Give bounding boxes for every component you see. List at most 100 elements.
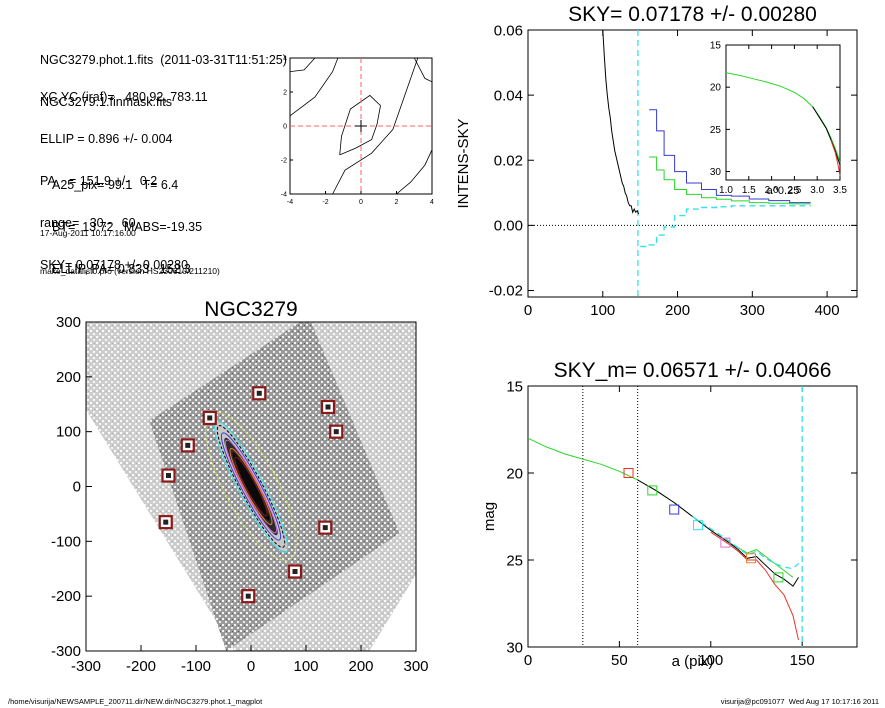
x-tick-label: 100 — [698, 652, 723, 669]
y-tick-label: 0.00 — [494, 218, 523, 235]
y-tick-label: 100 — [56, 424, 81, 441]
header-line-mask: NGC3279.1.finmask.fits — [40, 95, 172, 109]
contour-line — [339, 94, 381, 156]
x-tick-label: 150 — [790, 652, 815, 669]
mag-series-green — [528, 437, 794, 578]
param-pa: PA = 151.9 +/- 0.2 — [40, 174, 158, 188]
sky-box-center — [185, 442, 191, 448]
x-tick-label: -100 — [181, 658, 211, 675]
sky-box-center — [245, 593, 251, 599]
x-tick-label: 0 — [524, 302, 532, 319]
mag-series-red — [710, 531, 799, 641]
x-tick-label: 200 — [348, 658, 373, 675]
param-xcyc: XC,YC (iraf)= 480.92, 783.11 — [40, 90, 208, 104]
chart-title: SKY_m= 0.06571 +/- 0.04066 — [554, 359, 832, 382]
y-axis-label: INTENS-SKY — [455, 118, 472, 208]
sky-series-cyan — [640, 205, 811, 248]
sky-series-black — [602, 30, 640, 215]
x-axis-label: a^0.25 — [767, 185, 800, 197]
mag-marker — [745, 553, 756, 564]
x-tick-label: 3.5 — [833, 185, 847, 196]
sky-box-center — [207, 415, 213, 421]
header-derived: A25_pix= 99.1 T= 6.4 BT= 13.72 MABS=-19.… — [52, 150, 202, 290]
x-tick-label: 200 — [665, 302, 690, 319]
meta-program: make_datalist0.pro (version HS230610/211… — [40, 266, 220, 276]
y-tick-label: 20 — [710, 83, 722, 94]
y-tick-label: 30 — [710, 167, 722, 178]
y-tick-label: 2 — [283, 90, 287, 97]
mag-marker — [692, 520, 703, 531]
y-tick-label: -4 — [281, 192, 287, 199]
header-line-fits: NGC3279.phot.1.fits (2011-03-31T11:51:25… — [40, 53, 287, 67]
y-tick-label: 20 — [506, 465, 523, 482]
x-tick-label: 2.5 — [787, 185, 801, 196]
mag-series-cyan — [692, 515, 799, 570]
contour-panel: -4 -2 0 2 4 -4 -2 0 2 4 — [281, 56, 434, 207]
isophote-ellipse-magenta — [225, 439, 277, 534]
sky-inset-panel: 1.0 1.5 2.0 2.5 3.0 3.5 15 20 25 30 a^0.25 — [710, 41, 848, 198]
x-tick-label: 0 — [524, 652, 532, 669]
contour-line — [289, 57, 316, 72]
sky-box-center — [163, 519, 169, 525]
empty-corner — [86, 409, 235, 651]
x-tick-label: 400 — [815, 302, 840, 319]
mag-marker — [669, 504, 680, 515]
x-tick-label: 0 — [359, 199, 363, 206]
y-tick-label: -0.02 — [489, 283, 523, 300]
isophote-ellipse-blue — [220, 432, 282, 541]
mag-series-group — [528, 386, 803, 647]
y-tick-label: -200 — [51, 588, 81, 605]
x-tick-label: -300 — [71, 658, 101, 675]
y-tick-label: 0.04 — [494, 87, 523, 104]
y-tick-label: -300 — [51, 643, 81, 660]
mag-marker — [720, 537, 731, 548]
derived-ellip-pa: ELLIP, PA= 0.833 152.3 — [52, 262, 191, 276]
sky-box-center — [292, 568, 298, 574]
contour-line — [289, 57, 339, 117]
param-ellip: ELLIP = 0.896 +/- 0.004 — [40, 132, 173, 146]
inset-background — [726, 45, 840, 180]
x-tick-label: 3.0 — [810, 185, 824, 196]
inset-series-black — [812, 106, 841, 165]
galaxy-image-panel: -300 -200 -100 0 100 200 300 -300 -200 -100 0 100 20… — [51, 298, 429, 675]
y-axis-label: mag — [481, 502, 498, 531]
x-tick-label: 300 — [403, 658, 428, 675]
x-tick-label: -4 — [287, 199, 293, 206]
footer-user-date: visurija@pc091077 Wed Aug 17 10:17:16 20… — [720, 697, 879, 706]
x-tick-label: 2.0 — [765, 185, 779, 196]
header-meta: 17-Aug-2011 10:17:16.00 make_datalist0.p… — [40, 206, 220, 288]
isophote-ellipse-maroon — [234, 456, 268, 517]
y-tick-label: -100 — [51, 533, 81, 550]
empty-corner — [369, 376, 416, 651]
y-tick-label: 0.02 — [494, 152, 523, 169]
galaxy-core — [232, 452, 270, 521]
y-tick-label: 0 — [73, 479, 81, 496]
plot-frame — [725, 44, 841, 181]
x-tick-label: 300 — [740, 302, 765, 319]
footer-path: /home/visurija/NEWSAMPLE_200711.dir/NEW.… — [8, 697, 263, 706]
x-tick-label: 100 — [590, 302, 615, 319]
sky-box-center — [166, 473, 171, 479]
chart-title: NGC3279 — [204, 298, 297, 321]
header-file-lines: NGC3279.phot.1.fits (2011-03-31T11:51:25… — [40, 25, 287, 123]
sky-series-blue — [649, 109, 811, 204]
magnitude-profile-panel: 0 50 100 150 15 20 25 30 SKY_m= 0.06571 +/- 0.04… — [481, 359, 858, 670]
mag-marker — [647, 485, 658, 496]
sky-box-center — [333, 429, 339, 435]
param-range: range= 30.- 60. — [40, 216, 140, 230]
image-field — [149, 322, 400, 651]
y-tick-label: 15 — [710, 41, 722, 52]
y-tick-label: 4 — [283, 56, 287, 63]
x-tick-label: 0 — [247, 658, 255, 675]
contour-line — [413, 57, 433, 83]
x-tick-label: 1.5 — [742, 185, 756, 196]
y-tick-label: 15 — [506, 378, 523, 395]
derived-bt: BT= 13.72 MABS=-19.35 — [52, 220, 203, 234]
plot-frame — [527, 29, 858, 298]
contour-line — [396, 149, 433, 195]
inset-series-green — [725, 72, 841, 164]
x-tick-label: 4 — [430, 199, 434, 206]
sky-box-center — [325, 404, 331, 410]
sky-profile-panel: 0 100 200 300 400 -0.02 0.00 0.02 0.04 0.06 SKY= 0… — [455, 3, 858, 319]
sky-series-group — [528, 30, 857, 297]
